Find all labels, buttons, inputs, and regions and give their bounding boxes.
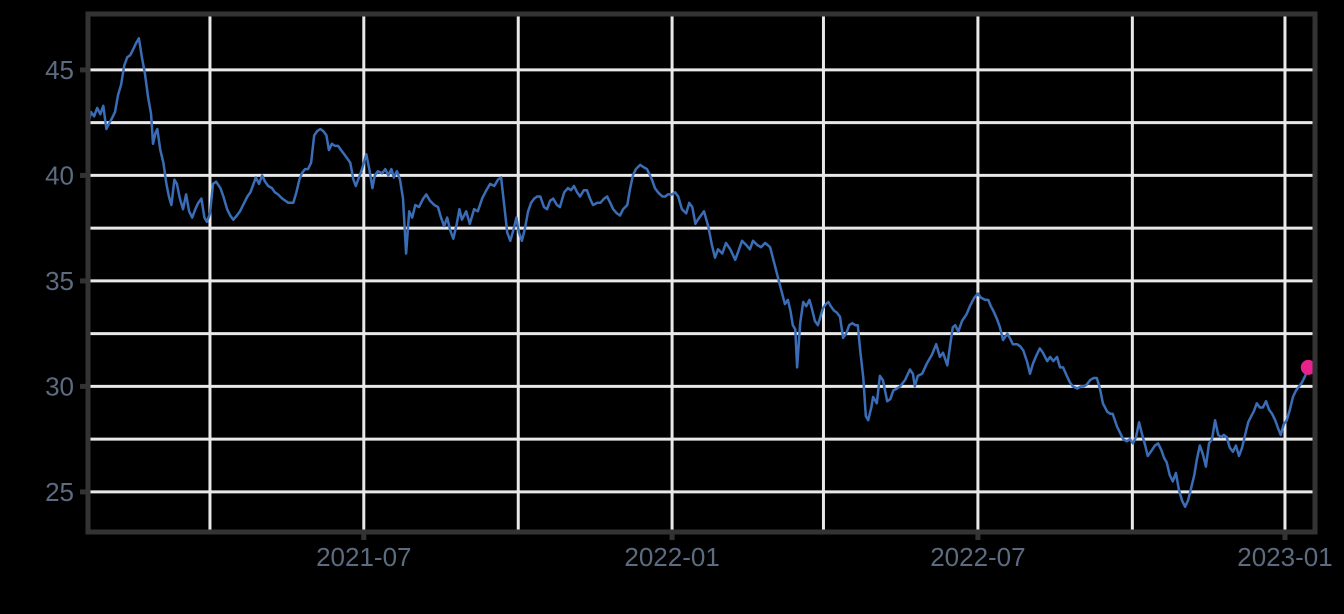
y-axis-tick-label: 25: [45, 477, 74, 507]
y-axis-tick-label: 40: [45, 160, 74, 190]
y-axis-tick-label: 45: [45, 55, 74, 85]
latest-price-marker: [1300, 359, 1316, 375]
y-axis-tick-label: 30: [45, 371, 74, 401]
y-axis-tick-label: 35: [45, 266, 74, 296]
x-axis-tick-label: 2022-01: [624, 542, 719, 572]
x-axis-tick-label: 2021-07: [316, 542, 411, 572]
x-axis-tick-label: 2022-07: [930, 542, 1025, 572]
plot-area: [88, 14, 1315, 532]
price-line-price: [86, 37, 1310, 508]
x-axis-tick-label: 2023-01: [1237, 542, 1332, 572]
plot-border: [85, 11, 1318, 535]
